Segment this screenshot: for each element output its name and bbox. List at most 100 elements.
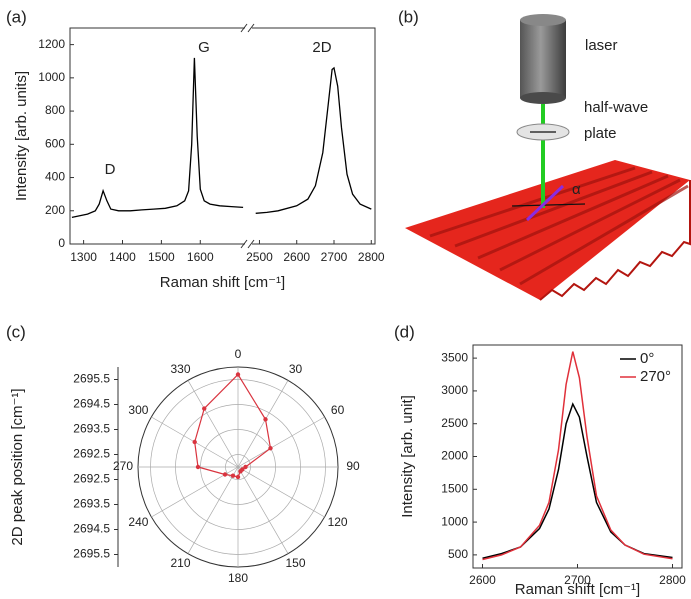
laser-label: laser — [585, 37, 618, 54]
grid-spoke — [237, 466, 325, 518]
x-tick-label: 2800 — [358, 250, 385, 264]
r-tick-label: 2692.5 — [73, 472, 110, 486]
polar-point — [202, 406, 207, 411]
grid-spoke — [187, 466, 239, 554]
sheet-edge — [539, 180, 691, 301]
polar-point — [230, 473, 236, 478]
theta-tick-label: 150 — [285, 556, 305, 570]
polar-point — [263, 417, 268, 422]
y-axis-title: Intensity [arb. units] — [13, 71, 30, 201]
polar-point — [243, 464, 248, 470]
y-tick-label: 3500 — [441, 350, 468, 364]
peak-label: 2D — [312, 39, 331, 56]
x-tick-label: 1500 — [148, 250, 175, 264]
y-tick-label: 400 — [45, 170, 65, 184]
panel-label: (c) — [6, 322, 26, 341]
diagram: (b) laser half-wave plate α — [398, 7, 691, 301]
laser-bottom — [520, 92, 566, 104]
panel-label: (a) — [6, 7, 27, 26]
r-tick-label: 2693.5 — [73, 422, 110, 436]
polar-point — [235, 474, 241, 480]
theta-tick-label: 330 — [170, 362, 190, 376]
theta-tick-label: 210 — [170, 556, 190, 570]
r-tick-label: 2694.5 — [73, 522, 110, 536]
r-tick-label: 2695.5 — [73, 547, 110, 561]
angle-label: α — [572, 181, 581, 198]
theta-tick-label: 120 — [328, 515, 348, 529]
plate-label: plate — [584, 125, 617, 142]
plate-label: half-wave — [584, 99, 648, 116]
y-tick-label: 3000 — [441, 383, 468, 397]
r-tick-label: 2693.5 — [73, 497, 110, 511]
y-tick-label: 600 — [45, 136, 65, 150]
grid-spoke — [237, 380, 289, 468]
y-tick-label: 2000 — [441, 449, 468, 463]
x-axis-title: Raman shift [cm⁻¹] — [515, 581, 640, 598]
break-mark — [247, 239, 255, 249]
theta-tick-label: 240 — [128, 515, 148, 529]
x-tick-label: 2700 — [564, 573, 591, 587]
y-axis-title: Intensity [arb. unit] — [399, 395, 416, 518]
y-tick-label: 800 — [45, 103, 65, 117]
x-axis-title: Raman shift [cm⁻¹] — [160, 274, 285, 291]
reference-line — [511, 203, 586, 207]
grid-spoke — [237, 416, 325, 468]
polar-point — [268, 446, 273, 451]
y-tick-label: 1000 — [38, 70, 65, 84]
laser-top — [520, 14, 566, 26]
theta-tick-label: 30 — [289, 362, 303, 376]
polar-point — [195, 464, 201, 470]
theta-tick-label: 90 — [346, 459, 360, 473]
y-tick-label: 1200 — [38, 37, 65, 51]
theta-tick-label: 60 — [331, 403, 345, 417]
y-tick-label: 2500 — [441, 416, 468, 430]
x-tick-label: 2600 — [469, 573, 496, 587]
x-tick-label: 2500 — [246, 250, 273, 264]
x-tick-label: 1400 — [109, 250, 136, 264]
legend-label: 270° — [640, 368, 671, 385]
theta-tick-label: 180 — [228, 571, 248, 585]
ridges — [429, 166, 689, 286]
break-mark — [240, 23, 248, 33]
y-tick-label: 1000 — [441, 514, 468, 528]
x-tick-label: 1300 — [70, 250, 97, 264]
x-tick-label: 2800 — [659, 573, 686, 587]
theta-tick-label: 300 — [128, 403, 148, 417]
x-tick-label: 2600 — [283, 250, 310, 264]
theta-tick-label: 270 — [113, 459, 133, 473]
polar-point — [192, 439, 197, 445]
polar-point — [222, 472, 228, 477]
panel-label: (b) — [398, 7, 419, 26]
axis-break — [245, 24, 252, 248]
polar-point — [238, 469, 243, 474]
peak-label: D — [105, 161, 116, 178]
laser-body — [520, 20, 566, 98]
series-line — [482, 402, 673, 559]
x-tick-label: 1600 — [187, 250, 214, 264]
r-tick-label: 2692.5 — [73, 447, 110, 461]
y-tick-label: 200 — [45, 203, 65, 217]
legend-label: 0° — [640, 350, 654, 367]
theta-tick-label: 0 — [235, 347, 242, 361]
polar-line — [194, 373, 272, 478]
break-mark — [240, 239, 248, 249]
spectrum-line — [71, 57, 244, 219]
r-tick-label: 2695.5 — [73, 372, 110, 386]
y-tick-label: 500 — [448, 547, 468, 561]
y-tick-label: 1500 — [441, 481, 468, 495]
grid-spoke — [237, 466, 289, 554]
panel-label: (d) — [394, 322, 415, 341]
x-tick-label: 2700 — [321, 250, 348, 264]
peak-label: G — [198, 39, 210, 56]
corrugated-sheet — [405, 160, 690, 300]
r-axis-title: 2D peak position [cm⁻¹] — [9, 388, 26, 545]
grid-spoke — [187, 380, 239, 468]
spectrum-line — [255, 66, 372, 214]
r-tick-label: 2694.5 — [73, 397, 110, 411]
polar-point — [235, 372, 241, 377]
plot-frame — [69, 27, 376, 245]
polarization-arrow — [525, 184, 565, 222]
break-mark — [247, 23, 255, 33]
y-tick-label: 0 — [58, 236, 65, 250]
